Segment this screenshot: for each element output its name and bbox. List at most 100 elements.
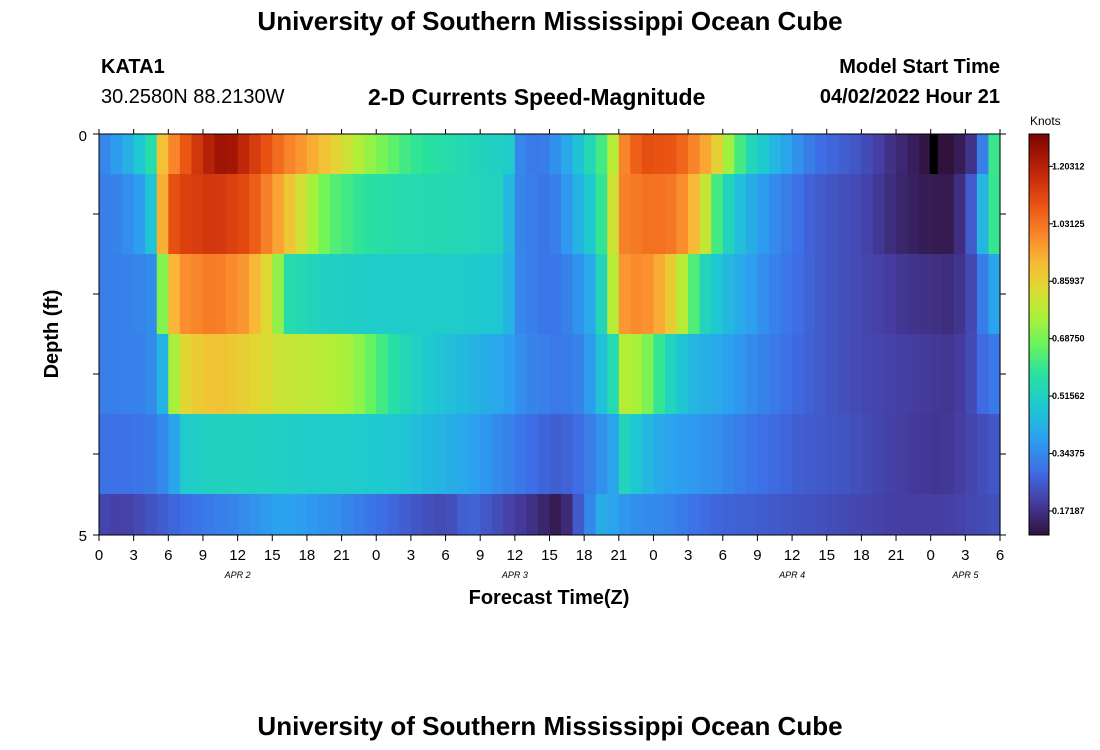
heat-cell	[907, 134, 920, 174]
heat-cell	[133, 494, 146, 535]
heat-cell	[803, 254, 816, 334]
heat-cell	[849, 334, 862, 414]
heat-cell	[884, 134, 897, 174]
x-tick-label: 21	[888, 547, 905, 564]
heat-cell	[133, 134, 146, 174]
heat-cell	[676, 414, 689, 494]
heat-cell	[283, 334, 296, 414]
heat-cell	[896, 254, 909, 334]
heat-cell	[283, 174, 296, 254]
heat-cell	[433, 494, 447, 535]
heat-cell	[849, 134, 862, 174]
heat-cell	[896, 414, 909, 494]
heat-cell	[202, 494, 216, 535]
x-tick-label: 0	[649, 547, 657, 564]
heat-cell	[295, 254, 308, 334]
heat-cell	[896, 134, 909, 174]
heat-cell	[353, 414, 366, 494]
heat-cell	[445, 494, 458, 535]
heat-cell	[156, 494, 169, 535]
heat-cell	[410, 254, 424, 334]
date-label: APR 3	[501, 570, 528, 580]
x-tick-label: 18	[299, 547, 316, 564]
heat-cell	[861, 254, 874, 334]
heat-cell	[942, 494, 955, 535]
heat-cell	[676, 254, 689, 334]
heat-cell	[953, 494, 966, 535]
heat-cell	[768, 254, 782, 334]
heat-cell	[457, 414, 470, 494]
x-tick-label: 9	[476, 547, 484, 564]
heat-cell	[537, 254, 551, 334]
heat-cell	[665, 134, 678, 174]
heat-cell	[410, 414, 424, 494]
heat-cell	[387, 174, 400, 254]
heat-cell	[179, 134, 193, 174]
x-tick-label: 6	[441, 547, 449, 564]
heat-cell	[99, 174, 112, 254]
heat-cell	[457, 334, 470, 414]
heat-cell	[168, 494, 181, 535]
heat-cell	[665, 174, 678, 254]
heat-cell	[549, 334, 562, 414]
heat-cell	[145, 254, 158, 334]
heat-cell	[110, 134, 123, 174]
heat-cell	[237, 494, 250, 535]
heat-cell	[341, 414, 354, 494]
heat-cell	[156, 174, 169, 254]
heat-cell	[919, 134, 932, 174]
heat-cell	[99, 134, 112, 174]
heat-cell	[399, 494, 412, 535]
heat-cell	[722, 174, 735, 254]
heat-cell	[595, 414, 608, 494]
colorbar-tick-label: 0.34375	[1052, 449, 1085, 459]
heat-cell	[780, 254, 793, 334]
heat-cell	[792, 174, 805, 254]
heat-cell	[226, 334, 239, 414]
heat-cell	[226, 174, 239, 254]
x-tick-label: 18	[853, 547, 870, 564]
heat-cell	[526, 254, 539, 334]
heat-cell	[641, 334, 655, 414]
heat-cell	[480, 334, 493, 414]
heat-cell	[953, 174, 966, 254]
heat-cell	[537, 414, 551, 494]
x-tick-label: 6	[164, 547, 172, 564]
heat-cell	[260, 414, 273, 494]
heat-cell	[722, 494, 735, 535]
heat-cell	[214, 254, 227, 334]
heat-cell	[191, 414, 204, 494]
heat-cell	[688, 174, 701, 254]
heat-cell	[526, 414, 539, 494]
heat-cell	[156, 254, 169, 334]
x-tick-label: 12	[507, 547, 524, 564]
heat-cell	[503, 334, 516, 414]
heat-cell	[318, 134, 331, 174]
heat-cell	[919, 174, 932, 254]
heat-cell	[491, 414, 504, 494]
heat-cell	[653, 414, 666, 494]
heat-cell	[919, 334, 932, 414]
heat-cell	[260, 494, 273, 535]
heat-cell	[110, 414, 123, 494]
heat-cell	[353, 254, 366, 334]
heat-cell	[676, 174, 689, 254]
heat-cell	[202, 254, 216, 334]
heat-cell	[745, 414, 759, 494]
heat-cell	[468, 134, 481, 174]
heat-cell	[872, 334, 886, 414]
heat-cell	[872, 134, 886, 174]
heat-cell	[607, 414, 620, 494]
heat-cell	[491, 254, 504, 334]
heat-cell	[399, 134, 412, 174]
heat-cell	[99, 334, 112, 414]
heat-cell	[803, 134, 816, 174]
heat-cell	[145, 494, 158, 535]
colorbar: Knots 0.17187 0.34375 0.51562 0.68750 0.8593…	[1028, 114, 1085, 536]
heat-cell	[826, 134, 839, 174]
heat-cell	[942, 254, 955, 334]
heat-cell	[641, 254, 655, 334]
heat-cell	[468, 174, 481, 254]
heat-cell	[815, 254, 828, 334]
heat-cell	[884, 414, 897, 494]
